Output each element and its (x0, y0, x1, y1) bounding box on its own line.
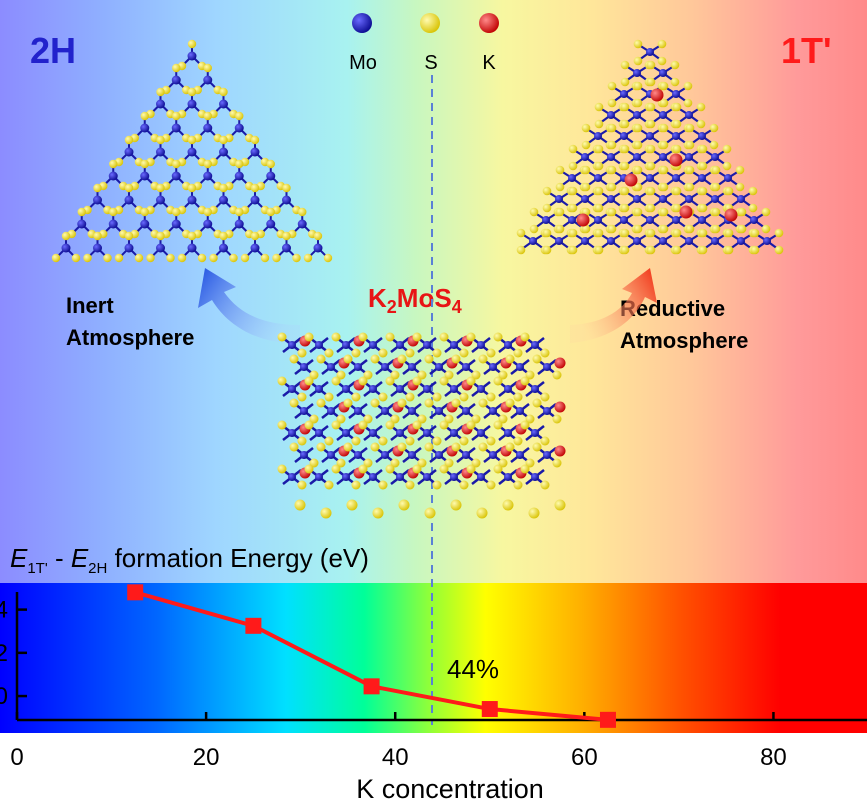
energy-chart: 0 20 40 60 80 0 2 4 (0, 584, 867, 771)
threshold-annotation: 44% (447, 654, 500, 684)
inert-line2: Atmosphere (66, 325, 195, 350)
x-tick-label: 20 (193, 744, 220, 771)
data-point-marker (481, 701, 498, 718)
x-tick-label: 60 (571, 744, 598, 771)
2h-triangle-structure (51, 39, 333, 263)
y-tick-label: 0 (0, 683, 8, 710)
legend-label-mo: Mo (349, 52, 377, 74)
legend-label-k: K (482, 52, 496, 74)
data-point-marker (599, 711, 616, 728)
k2mos4-crystal-structure (277, 332, 566, 519)
y-tick-label: 2 (0, 640, 8, 667)
phase-label-1t: 1T' (781, 30, 832, 71)
compound-formula: K2MoS4 (368, 283, 462, 318)
s-atom-icon (420, 13, 440, 33)
inert-atmosphere-label: Inert Atmosphere (66, 290, 194, 354)
inert-arrow (198, 268, 300, 344)
1t-triangle-structure (516, 39, 784, 255)
spectrum-bar (0, 583, 867, 733)
inert-line1: Inert (66, 293, 114, 318)
legend-label-s: S (424, 52, 438, 74)
reductive-line2: Atmosphere (620, 328, 749, 353)
reductive-arrow (570, 268, 657, 343)
phase-label-2h: 2H (30, 30, 77, 71)
data-point-marker (245, 617, 262, 634)
mo-atom-icon (352, 13, 372, 33)
x-tick-label: 0 (10, 744, 23, 771)
x-axis-label: K concentration (356, 774, 544, 804)
x-tick-label: 80 (760, 744, 787, 771)
x-tick-label: 40 (382, 744, 409, 771)
data-point-marker (127, 584, 144, 601)
data-point-marker (363, 678, 380, 695)
energy-axis-title: E1T' - E2H formation Energy (eV) (10, 543, 369, 578)
y-tick-label: 4 (0, 597, 8, 624)
k-atom-icon (479, 13, 499, 33)
energy-series-line (134, 590, 609, 722)
